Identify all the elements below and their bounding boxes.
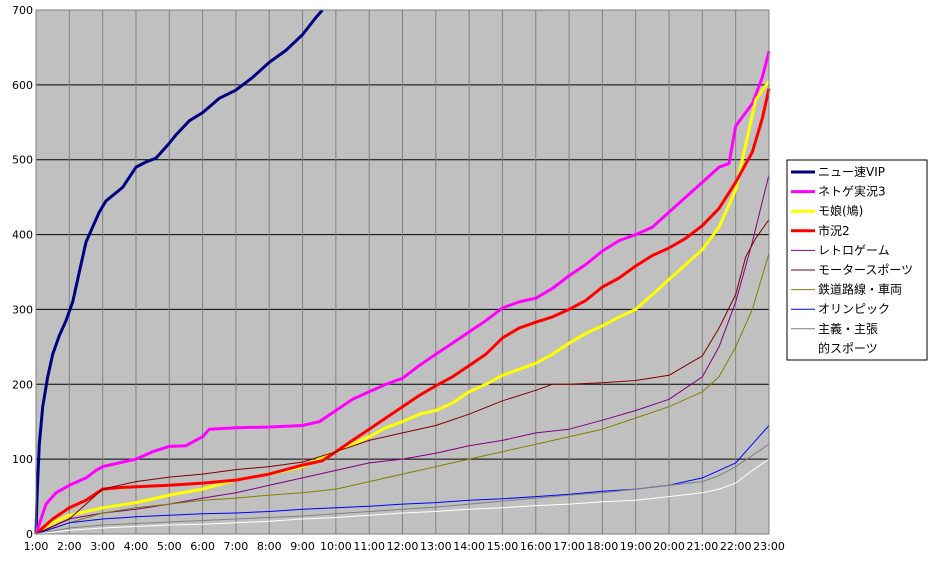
x-tick-label: 1:00 — [24, 540, 49, 553]
x-tick-label: 8:00 — [257, 540, 282, 553]
series-line — [35, 219, 770, 535]
y-tick-label: 100 — [12, 453, 33, 466]
legend-box — [786, 159, 928, 361]
x-axis: 1:00 2:00 3:00 4:00 5:00 6:00 7:00 8:00 9:00 10:0… — [24, 540, 785, 553]
legend-label: ネトゲ実況3 — [818, 184, 886, 199]
series-line — [35, 458, 770, 535]
legend-label: 主義・主張 — [818, 321, 878, 336]
y-tick-label: 400 — [12, 229, 33, 242]
x-tick-label: 5:00 — [157, 540, 182, 553]
legend-label: モ娘(鳩) — [818, 203, 863, 218]
y-tick-label: 0 — [26, 528, 33, 541]
legend-label: 鉄道路線・車両 — [818, 282, 902, 297]
x-tick-label: 20:00 — [653, 540, 685, 553]
x-tick-label: 7:00 — [224, 540, 249, 553]
x-tick-label: 17:00 — [553, 540, 585, 553]
series-line — [35, 80, 771, 536]
x-tick-label: 14:00 — [453, 540, 485, 553]
x-tick-label: 15:00 — [487, 540, 519, 553]
x-tick-label: 22:00 — [720, 540, 752, 553]
legend-label: 的スポーツ — [818, 340, 878, 355]
y-tick-label: 600 — [12, 79, 33, 92]
x-tick-label: 18:00 — [587, 540, 619, 553]
x-tick-label: 9:00 — [290, 540, 315, 553]
legend-label: モータースポーツ — [818, 263, 913, 277]
x-tick-label: 19:00 — [620, 540, 652, 553]
x-tick-label: 23:00 — [753, 540, 785, 553]
x-tick-label: 2:00 — [57, 540, 82, 553]
legend-label: 市況2 — [818, 223, 850, 238]
legend-label: オリンピック — [818, 302, 890, 316]
x-tick-label: 10:00 — [320, 540, 352, 553]
series-line — [35, 443, 770, 535]
x-tick-label: 21:00 — [687, 540, 719, 553]
x-tick-label: 6:00 — [190, 540, 215, 553]
series-lines — [34, 9, 771, 536]
series-line — [34, 9, 324, 535]
legend-label: レトロゲーム — [818, 243, 890, 257]
legend: ニュー速VIP ネトゲ実況3 モ娘(鳩) 市況2 レトロゲームモータースポーツ鉄道路線・… — [786, 159, 928, 361]
legend-label: ニュー速VIP — [818, 165, 885, 179]
x-tick-label: 3:00 — [90, 540, 115, 553]
series-line — [35, 425, 770, 535]
x-tick-label: 11:00 — [353, 540, 385, 553]
y-axis: 0 100 200 300 400 500 600 700 — [12, 4, 33, 541]
plot-border — [35, 9, 770, 535]
x-tick-label: 4:00 — [124, 540, 149, 553]
y-tick-label: 200 — [12, 378, 33, 391]
x-tick-label: 12:00 — [387, 540, 419, 553]
y-tick-label: 500 — [12, 154, 33, 167]
series-line — [34, 88, 771, 536]
series-line — [35, 253, 770, 535]
grid — [36, 10, 769, 534]
x-tick-label: 13:00 — [420, 540, 452, 553]
x-tick-label: 16:00 — [520, 540, 552, 553]
y-tick-label: 300 — [12, 303, 33, 316]
y-tick-label: 700 — [12, 4, 33, 17]
series-line — [34, 50, 771, 535]
